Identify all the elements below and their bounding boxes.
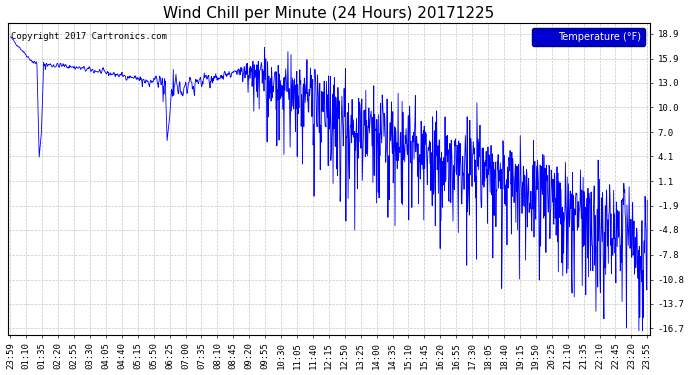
Legend: Temperature (°F): Temperature (°F) bbox=[532, 28, 645, 46]
Text: Copyright 2017 Cartronics.com: Copyright 2017 Cartronics.com bbox=[12, 33, 167, 42]
Title: Wind Chill per Minute (24 Hours) 20171225: Wind Chill per Minute (24 Hours) 2017122… bbox=[164, 6, 495, 21]
